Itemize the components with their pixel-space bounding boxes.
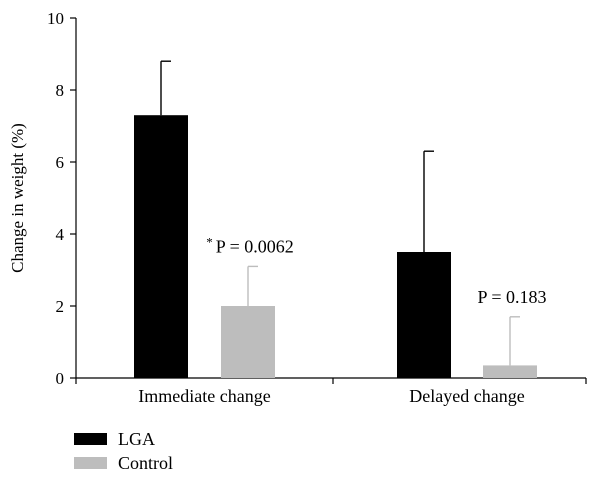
y-axis-title-group: Change in weight (%) — [8, 123, 27, 273]
y-tick-label: 6 — [56, 153, 65, 172]
p-value-annotation: * P = 0.0062 — [206, 234, 294, 256]
significance-marker: * — [206, 234, 213, 249]
bar-lga-immediate — [134, 115, 188, 378]
category-labels: Immediate change Delayed change — [138, 386, 524, 406]
bar-lga-delayed — [397, 252, 451, 378]
y-tick-label: 4 — [56, 225, 65, 244]
y-tick-label: 2 — [56, 297, 65, 316]
bar-control-immediate — [221, 306, 275, 378]
category-label: Immediate change — [138, 386, 270, 406]
p-value-text: P = 0.183 — [478, 287, 547, 307]
bars — [134, 115, 537, 378]
legend-label-lga: LGA — [118, 429, 155, 449]
legend-label-control: Control — [118, 453, 173, 473]
p-value-annotation: P = 0.183 — [478, 287, 547, 307]
category-label: Delayed change — [409, 386, 524, 406]
y-tick-label: 8 — [56, 81, 65, 100]
annotations: * P = 0.0062 P = 0.183 — [206, 234, 546, 306]
y-tick-label: 10 — [47, 9, 64, 28]
bar-control-delayed — [483, 365, 537, 378]
legend: LGA Control — [74, 429, 173, 473]
error-bars — [160, 60, 520, 366]
y-ticks: 0 2 4 6 8 10 — [47, 9, 76, 388]
y-axis-title: Change in weight (%) — [8, 123, 27, 273]
legend-swatch-control — [74, 457, 107, 469]
y-tick-label: 0 — [56, 369, 65, 388]
p-value-text: P = 0.0062 — [216, 236, 294, 256]
legend-swatch-lga — [74, 433, 107, 445]
